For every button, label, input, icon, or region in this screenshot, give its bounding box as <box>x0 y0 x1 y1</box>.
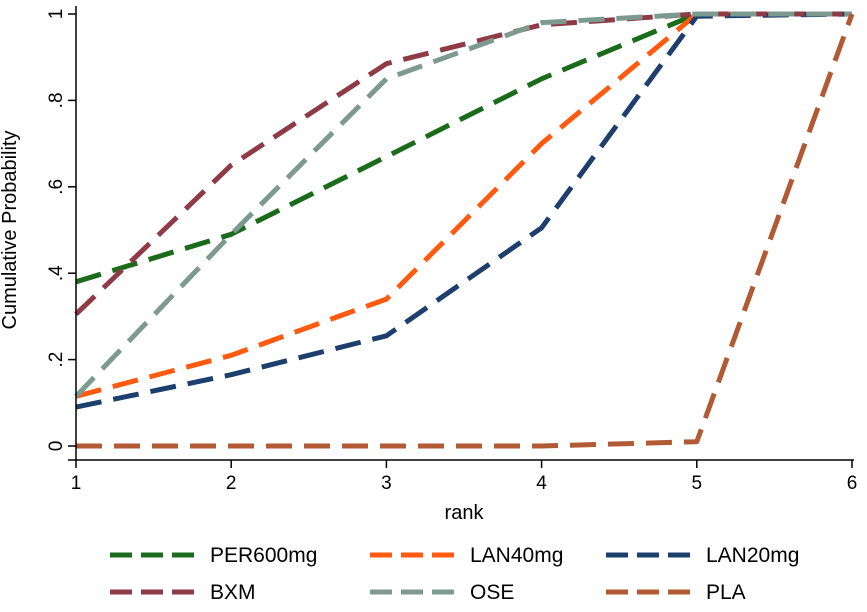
x-tick-label: 6 <box>847 473 858 494</box>
series-line-pla <box>76 13 855 449</box>
legend-label-per600mg: PER600mg <box>210 544 317 567</box>
y-tick-label: 0 <box>46 441 67 452</box>
legend-label-lan40mg: LAN40mg <box>470 544 563 567</box>
legend-label-lan20mg: LAN20mg <box>706 544 799 567</box>
legend-label-pla: PLA <box>706 581 746 604</box>
legend-label-ose: OSE <box>470 581 514 604</box>
series-line-per600mg <box>75 11 852 285</box>
y-axis-title: Cumulative Probability <box>0 131 21 330</box>
x-axis-title: rank <box>445 502 485 524</box>
x-tick-label: 4 <box>536 473 547 494</box>
x-tick-label: 2 <box>226 473 237 494</box>
y-tick-label: .4 <box>46 265 67 281</box>
plot-area <box>74 11 855 449</box>
axes: 0 .2 .4 .6 .8 1 1 2 3 4 5 6 rank Cumulative Probabili… <box>0 6 857 524</box>
y-tick-label: .8 <box>46 92 67 108</box>
x-tick-label: 5 <box>692 473 703 494</box>
series-line-bxm <box>74 11 852 317</box>
legend: PER600mg LAN40mg LAN20mg BXM OSE PLA <box>110 544 799 604</box>
y-tick-label: .6 <box>46 179 67 195</box>
x-tick-label: 1 <box>71 473 82 494</box>
legend-label-bxm: BXM <box>210 581 256 604</box>
series-line-lan20mg <box>75 11 853 410</box>
y-tick-label: 1 <box>46 9 67 20</box>
x-tick-label: 3 <box>381 473 392 494</box>
y-tick-label: .2 <box>46 352 67 368</box>
